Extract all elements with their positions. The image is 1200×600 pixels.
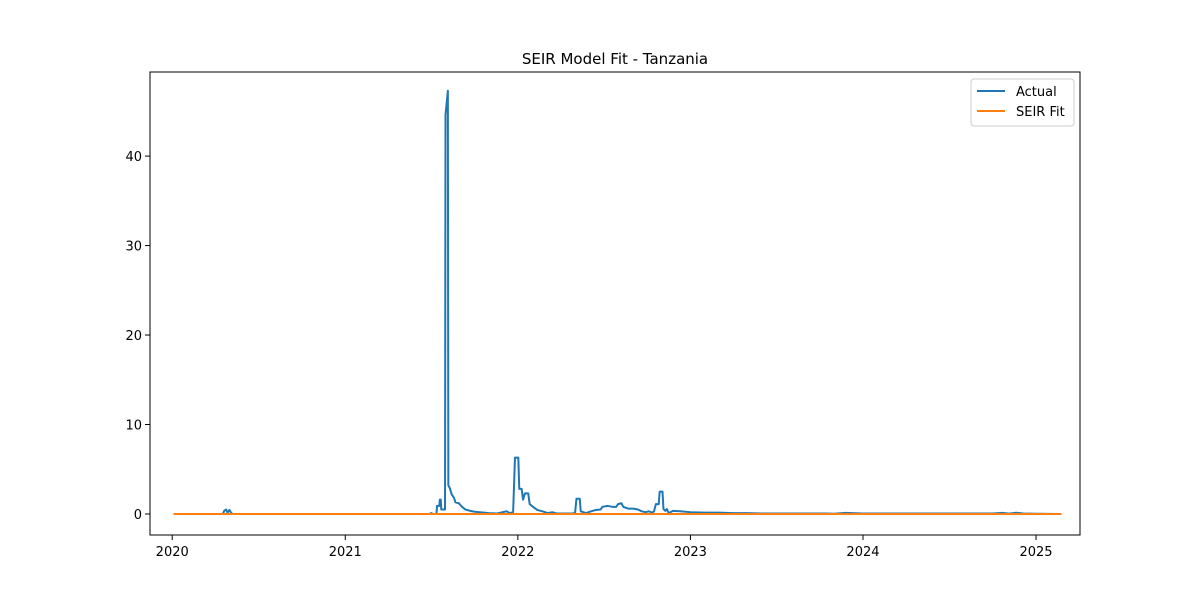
x-tick-label: 2021 (329, 545, 362, 560)
legend-label-actual: Actual (1016, 85, 1057, 100)
y-axis: 0 10 20 30 40 (125, 150, 150, 523)
x-tick-label: 2023 (674, 545, 707, 560)
chart-title: SEIR Model Fit - Tanzania (522, 50, 708, 68)
y-tick-label: 20 (125, 329, 142, 344)
x-tick-label: 2025 (1019, 545, 1052, 560)
legend-label-seir-fit: SEIR Fit (1016, 105, 1065, 120)
y-tick-label: 0 (134, 508, 142, 523)
legend: Actual SEIR Fit (970, 78, 1075, 127)
x-tick-label: 2020 (156, 545, 189, 560)
plot-area (150, 72, 1080, 535)
series-layer (173, 89, 1062, 515)
y-tick-label: 40 (125, 150, 142, 165)
y-tick-label: 30 (125, 240, 142, 255)
x-tick-label: 2022 (501, 545, 534, 560)
x-tick-label: 2024 (846, 545, 879, 560)
plot-frame (149, 71, 1081, 536)
x-axis: 2020 2021 2022 2023 2024 2025 (156, 535, 1053, 560)
y-tick-label: 10 (125, 419, 142, 434)
